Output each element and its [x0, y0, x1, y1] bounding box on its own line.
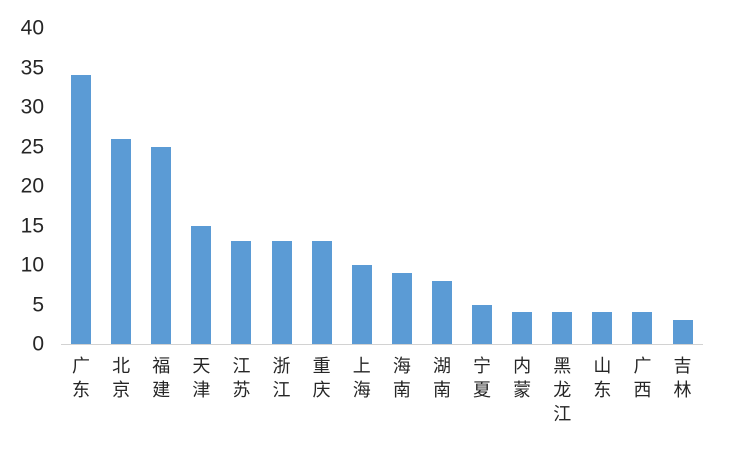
y-tick-label: 0 [32, 332, 44, 356]
x-tick-label: 内 蒙 [513, 356, 532, 400]
x-tick-label: 吉 林 [673, 356, 692, 400]
bar-上海 [351, 265, 372, 344]
bar-内蒙 [512, 312, 533, 344]
x-tick-label: 黑 龙 江 [553, 356, 572, 424]
bar-广东 [71, 75, 92, 344]
y-tick-label: 40 [20, 16, 44, 40]
y-tick-label: 35 [20, 56, 44, 79]
x-tick-label: 宁 夏 [473, 356, 492, 400]
x-tick-label: 山 东 [593, 356, 612, 400]
bar-吉林 [672, 320, 693, 344]
y-tick-label: 15 [20, 214, 44, 237]
bar-天津 [191, 225, 212, 344]
x-tick-label: 福 建 [152, 356, 171, 400]
bar-重庆 [311, 241, 332, 344]
x-tick-label: 广 西 [633, 356, 652, 400]
y-tick-label: 30 [20, 95, 44, 119]
bar-湖南 [431, 280, 452, 344]
x-axis-line [61, 344, 703, 345]
bar-海南 [391, 272, 412, 344]
y-tick-label: 20 [20, 174, 44, 198]
bar-宁夏 [472, 304, 493, 344]
x-tick-label: 江 苏 [232, 356, 251, 400]
y-tick-label: 25 [20, 135, 44, 158]
x-tick-label: 上 海 [352, 356, 371, 400]
y-tick-label: 5 [32, 293, 44, 316]
bar-浙江 [271, 241, 292, 344]
x-tick-label: 广 东 [72, 356, 91, 400]
bar-北京 [111, 138, 132, 344]
x-tick-label: 湖 南 [432, 356, 451, 400]
x-tick-label: 重 庆 [312, 356, 331, 400]
x-tick-label: 北 京 [112, 356, 131, 400]
y-tick-label: 10 [20, 253, 44, 277]
bar-广西 [632, 312, 653, 344]
bar-江苏 [231, 241, 252, 344]
x-tick-label: 天 津 [192, 356, 211, 400]
bar-山东 [592, 312, 613, 344]
bar-福建 [151, 146, 172, 344]
bar-黑龙江 [552, 312, 573, 344]
x-tick-label: 浙 江 [272, 356, 291, 400]
x-tick-label: 海 南 [392, 356, 411, 400]
